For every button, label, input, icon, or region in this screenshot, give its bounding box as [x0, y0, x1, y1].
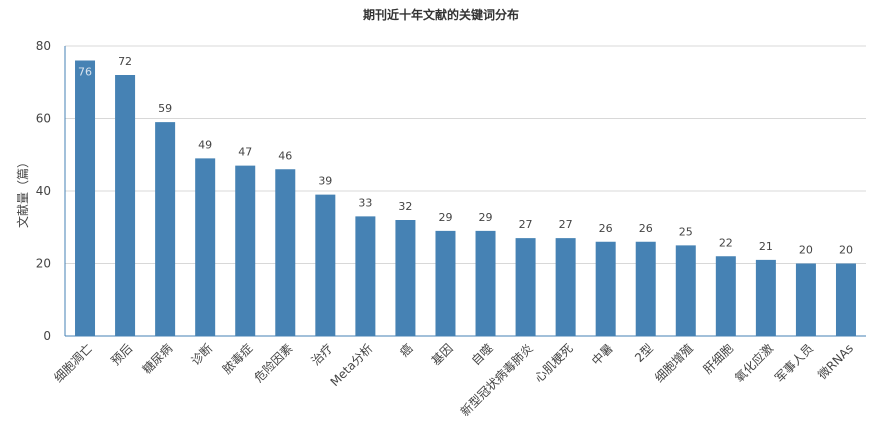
data-label: 29 [438, 211, 452, 224]
bar [475, 230, 496, 336]
data-label: 20 [839, 244, 853, 257]
bar [795, 263, 816, 336]
bar [755, 259, 776, 336]
x-tick-label: 军事人员 [772, 341, 816, 385]
data-label: 59 [158, 102, 172, 115]
x-tick-label: 细胞增殖 [651, 341, 696, 386]
data-label: 33 [358, 196, 372, 209]
x-tick-label: 肝细胞 [701, 341, 736, 376]
chart-title: 期刊近十年文献的关键词分布 [363, 7, 519, 22]
bar [355, 216, 376, 336]
bar [235, 165, 256, 336]
data-label: 27 [559, 218, 573, 231]
y-axis-label: 文献量（篇） [15, 156, 30, 228]
bar [835, 263, 856, 336]
x-tick-label: Meta分析 [328, 341, 376, 389]
y-axis-ticks: 0 20 40 60 80 [36, 39, 51, 343]
data-label: 21 [759, 240, 773, 253]
x-tick-label: 癌 [396, 341, 415, 360]
x-tick-label: 基因 [429, 341, 456, 368]
data-label: 25 [679, 225, 693, 238]
y-tick-label: 0 [43, 329, 51, 343]
data-label: 26 [639, 222, 653, 235]
x-tick-label: 自噬 [468, 341, 496, 369]
x-tick-label: 2型 [632, 341, 656, 365]
data-label: 29 [479, 211, 493, 224]
bar [635, 241, 656, 336]
bar [435, 230, 456, 336]
data-label: 22 [719, 236, 733, 249]
bar [315, 194, 336, 336]
data-label: 76 [78, 66, 92, 79]
bar [715, 256, 736, 336]
data-label: 46 [278, 149, 292, 162]
data-label: 20 [799, 244, 813, 257]
x-tick-label: 脓毒症 [219, 341, 255, 377]
data-label: 47 [238, 146, 252, 159]
bar [75, 60, 96, 336]
x-tick-label: 中暑 [588, 341, 616, 369]
bar [155, 122, 176, 336]
data-label: 39 [318, 175, 332, 188]
bars [75, 60, 856, 336]
bar [395, 220, 416, 336]
data-labels: 76 72 59 49 47 46 39 33 32 29 29 27 27 26 26 25 22 21 20 20 [78, 55, 853, 257]
y-tick-label: 80 [36, 39, 51, 53]
data-label: 27 [519, 218, 533, 231]
x-tick-label: 危险因素 [251, 341, 296, 386]
x-tick-label: 预后 [108, 341, 135, 368]
x-tick-label: 治疗 [309, 341, 336, 368]
x-tick-label: 新型冠状病毒肺炎 [457, 341, 535, 419]
bar [675, 245, 696, 336]
x-tick-label: 氧化应激 [731, 341, 776, 386]
x-tick-label: 微RNAs [815, 341, 856, 382]
x-tick-label: 心肌梗死 [531, 341, 576, 386]
bar [115, 75, 136, 336]
data-label: 26 [599, 222, 613, 235]
bar [275, 169, 296, 336]
data-label: 32 [398, 200, 412, 213]
data-label: 72 [118, 55, 132, 68]
x-tick-label: 糖尿病 [139, 341, 175, 377]
bar [515, 238, 536, 336]
y-tick-label: 20 [36, 257, 51, 271]
bar [195, 158, 216, 336]
x-tick-label: 诊断 [188, 341, 216, 369]
bar [555, 238, 576, 336]
x-axis-ticks: 细胞凋亡 预后 糖尿病 诊断 脓毒症危险因素 治疗Meta分析 癌基因 自噬新型冠状病毒肺炎心… [51, 341, 856, 419]
grid-lines [65, 45, 866, 264]
x-tick-label: 细胞凋亡 [51, 341, 95, 385]
y-tick-label: 40 [36, 184, 51, 198]
bar [595, 241, 616, 336]
y-tick-label: 60 [36, 112, 51, 126]
data-label: 49 [198, 138, 212, 151]
